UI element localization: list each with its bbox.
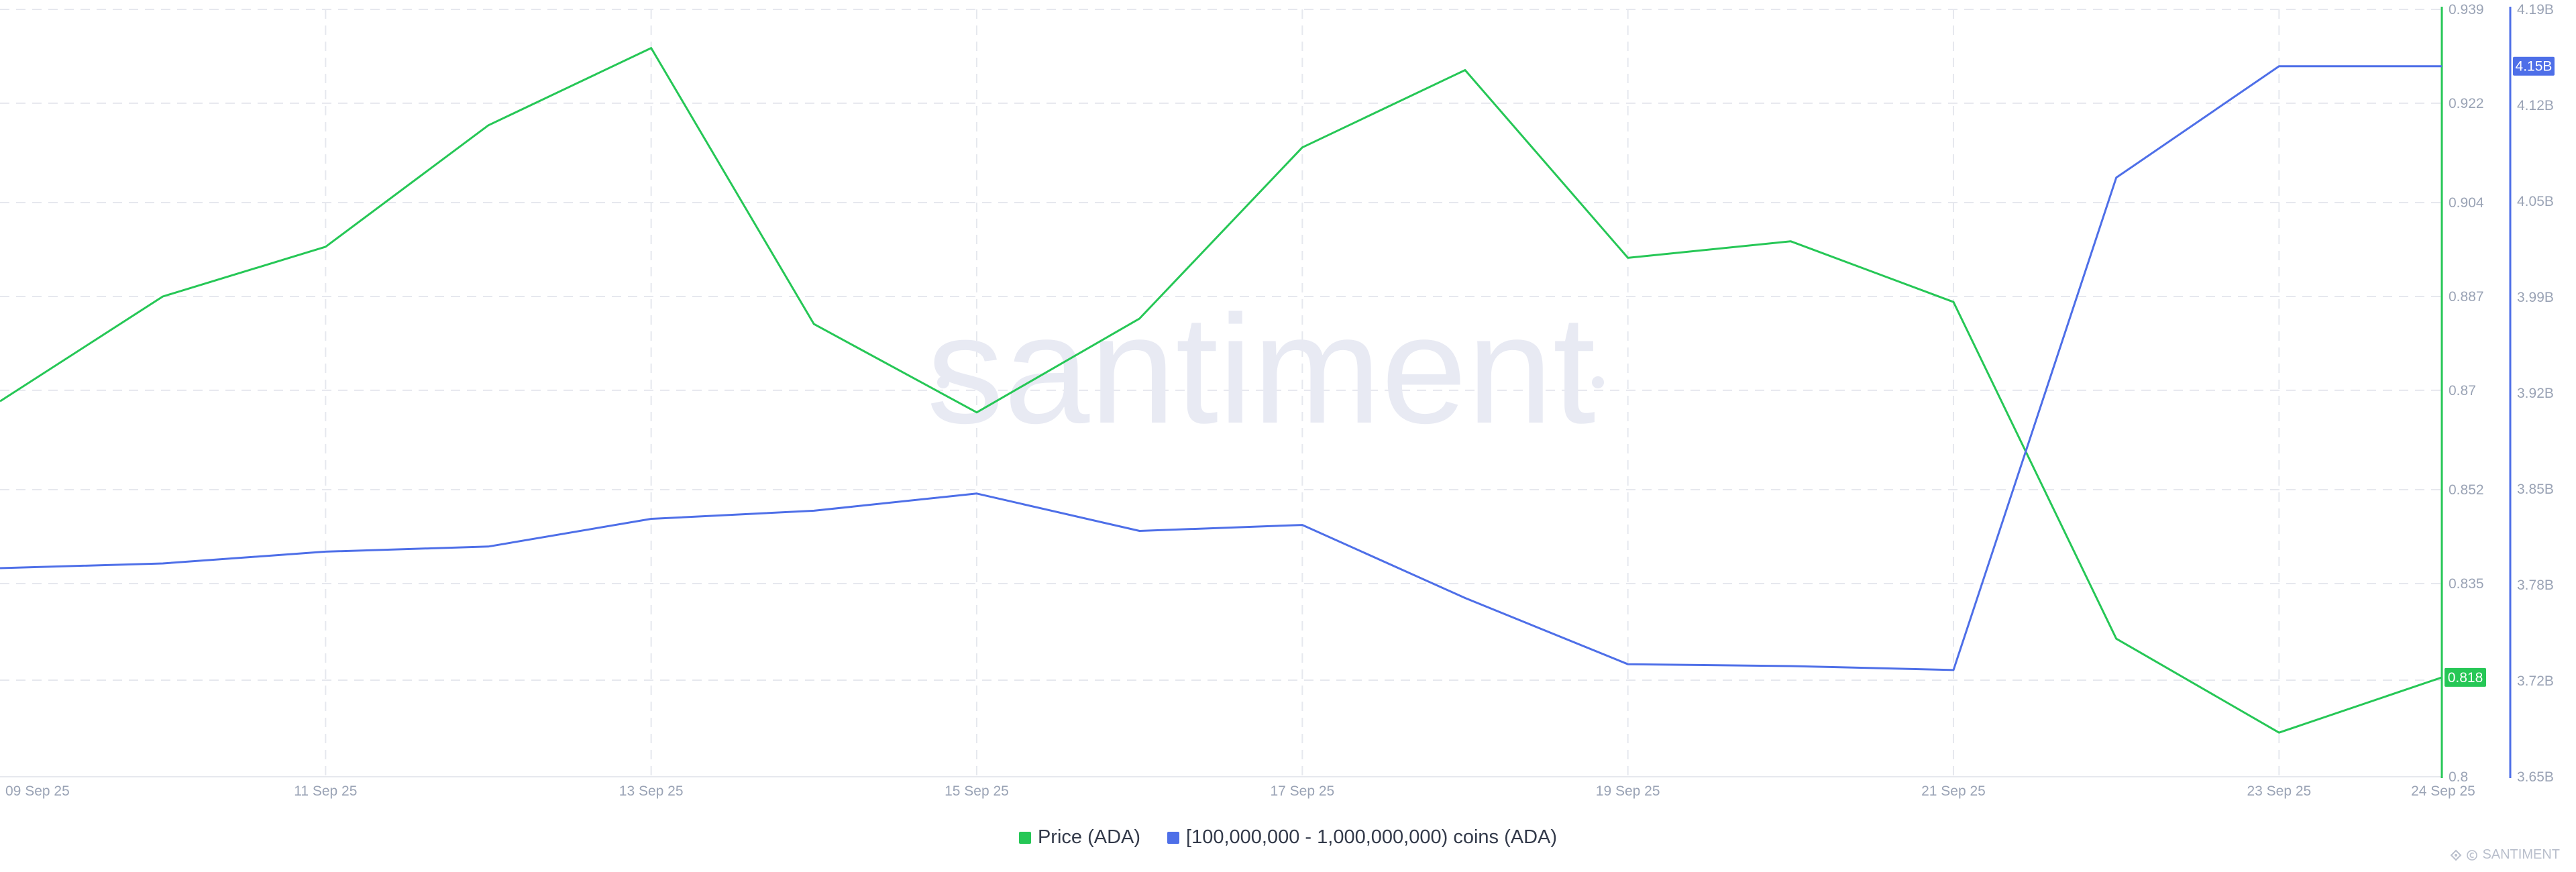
watermark: santiment <box>926 283 1595 455</box>
x-tick-label: 15 Sep 25 <box>945 783 1009 799</box>
x-tick-label: 11 Sep 25 <box>294 783 357 799</box>
y-left-tick-label: 0.887 <box>2449 289 2484 305</box>
x-tick-label: 21 Sep 25 <box>1921 783 1986 799</box>
x-tick-label: 17 Sep 25 <box>1270 783 1334 799</box>
last-value-label-0: 0.818 <box>2448 670 2483 686</box>
x-tick-label: 19 Sep 25 <box>1596 783 1660 799</box>
last-value-badge-1 <box>2513 56 2555 76</box>
series-line-0 <box>0 47 2443 734</box>
x-tick-label: 09 Sep 25 <box>5 783 70 799</box>
last-value-label-1: 4.15B <box>2516 59 2553 74</box>
tick-labels: 0.939 0.922 0.904 0.887 0.87 0.852 0.835 0.818 0… <box>5 2 2555 799</box>
legend-swatch-holders <box>1167 831 1180 844</box>
y-right-tick-label: 4.12B <box>2517 98 2554 113</box>
legend-item-holders[interactable]: [100,000,000 - 1,000,000,000) coins (ADA… <box>1167 826 1557 849</box>
y-right-tick-label: 3.99B <box>2517 290 2554 305</box>
y-right-tick-label: 4.19B <box>2517 2 2554 17</box>
brand: SANTIMENT <box>2450 847 2560 863</box>
axes <box>0 7 2512 778</box>
legend-label-holders: [100,000,000 - 1,000,000,000) coins (ADA… <box>1186 826 1558 848</box>
watermark-dot-left <box>937 376 949 388</box>
legend-item-price[interactable]: Price (ADA) <box>1018 826 1141 849</box>
legend: Price (ADA) [100,000,000 - 1,000,000,000… <box>0 826 2576 849</box>
series <box>0 47 2443 734</box>
x-tick-label: 13 Sep 25 <box>619 783 684 799</box>
y-left-tick-label: 0.904 <box>2449 195 2484 211</box>
brand-text: SANTIMENT <box>2482 847 2560 862</box>
series-line-1 <box>0 65 2442 671</box>
watermark-dot-right <box>1592 376 1604 388</box>
y-left-tick-label: 0.835 <box>2449 576 2484 592</box>
legend-label-price: Price (ADA) <box>1037 826 1141 848</box>
legend-swatch-price <box>1018 831 1031 844</box>
y-left-tick-label: 0.922 <box>2449 96 2484 111</box>
y-left-tick-label: 0.87 <box>2449 383 2476 398</box>
y-right-tick-label: 3.78B <box>2517 578 2554 593</box>
y-right-tick-label: 3.65B <box>2517 769 2554 785</box>
y-right-tick-label: 4.05B <box>2517 194 2554 209</box>
last-value-badge-0 <box>2445 667 2486 687</box>
x-tick-label: 23 Sep 25 <box>2247 783 2311 799</box>
y-right-tick-label: 3.72B <box>2517 673 2554 689</box>
y-left-tick-label: 0.939 <box>2449 2 2484 17</box>
y-right-tick-label: 3.92B <box>2517 386 2554 401</box>
y-right-tick-label: 3.85B <box>2517 482 2554 497</box>
y-left-tick-label: 0.852 <box>2449 482 2484 498</box>
copyright-icon <box>2467 849 2478 861</box>
y-left-tick-label: 0.8 <box>2449 769 2468 785</box>
santiment-logo-icon <box>2451 849 2462 861</box>
x-tick-label: 24 Sep 25 <box>2411 783 2475 799</box>
